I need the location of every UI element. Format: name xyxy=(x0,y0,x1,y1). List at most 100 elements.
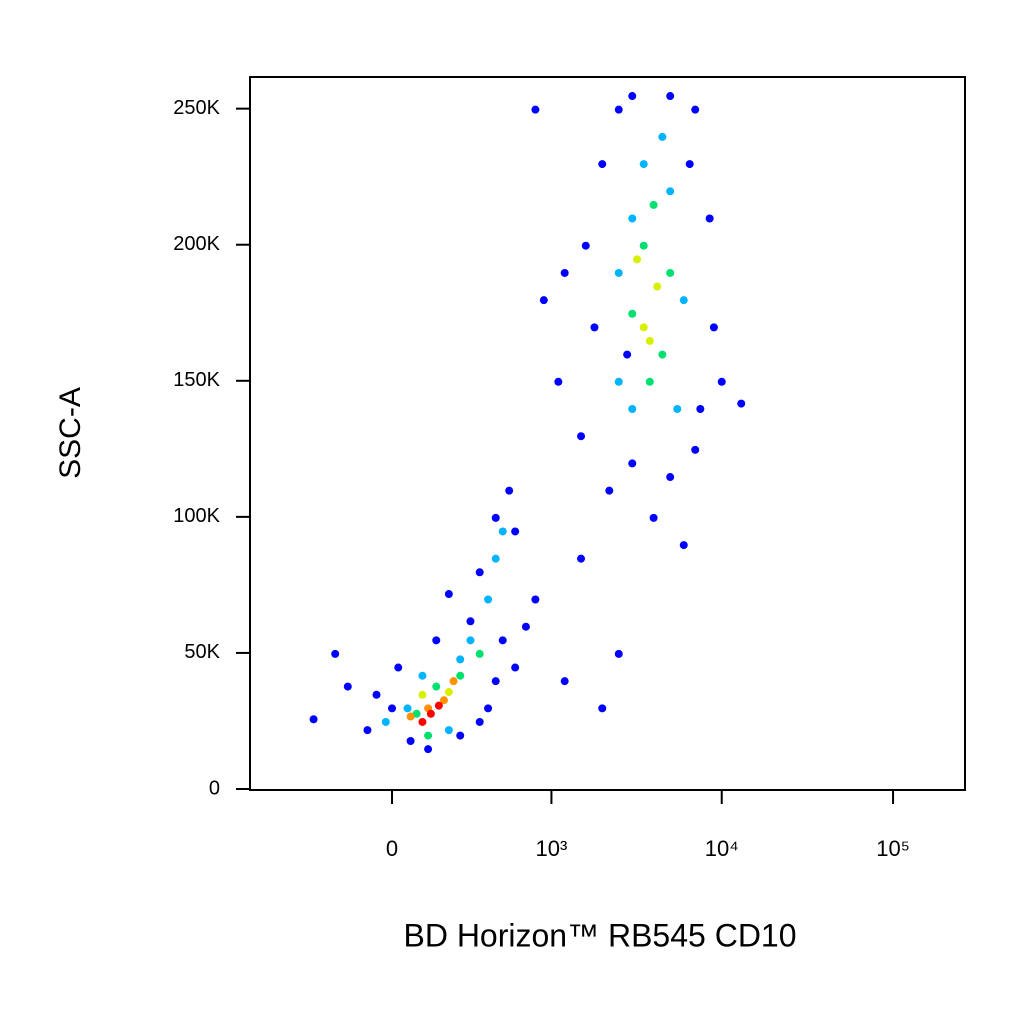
point xyxy=(449,677,458,686)
point xyxy=(639,241,648,250)
x-tick-label: 10⁴ xyxy=(705,836,739,861)
point xyxy=(628,459,637,468)
point xyxy=(717,377,726,386)
point xyxy=(456,731,465,740)
point xyxy=(590,323,599,332)
point xyxy=(685,160,694,169)
point xyxy=(614,268,623,277)
point xyxy=(696,405,705,414)
point xyxy=(372,690,381,699)
point xyxy=(679,296,688,305)
point xyxy=(434,701,443,710)
point xyxy=(531,105,540,114)
point xyxy=(639,160,648,169)
point xyxy=(539,296,548,305)
point xyxy=(645,336,654,345)
point xyxy=(444,688,453,697)
point xyxy=(491,677,500,686)
point xyxy=(649,200,658,209)
point xyxy=(614,649,623,658)
point xyxy=(418,690,427,699)
point xyxy=(412,709,421,718)
plot-frame xyxy=(249,76,966,791)
point xyxy=(639,323,648,332)
point xyxy=(691,445,700,454)
point xyxy=(577,432,586,441)
point xyxy=(498,636,507,645)
point xyxy=(673,405,682,414)
point xyxy=(466,617,475,626)
x-tick-label: 10⁵ xyxy=(876,836,910,861)
y-tick-label: 250K xyxy=(173,97,220,119)
point xyxy=(466,636,475,645)
point xyxy=(491,554,500,563)
point xyxy=(403,704,412,713)
point xyxy=(388,704,397,713)
x-tick-label: 10³ xyxy=(536,836,568,861)
point xyxy=(649,513,658,522)
point xyxy=(628,309,637,318)
point xyxy=(666,92,675,101)
point xyxy=(498,527,507,536)
point xyxy=(491,513,500,522)
point xyxy=(456,671,465,680)
point xyxy=(343,682,352,691)
point xyxy=(484,595,493,604)
point xyxy=(406,737,415,746)
point xyxy=(691,105,700,114)
point xyxy=(666,473,675,482)
point xyxy=(666,187,675,196)
point xyxy=(381,717,390,726)
y-tick-label: 200K xyxy=(173,233,220,255)
point xyxy=(475,717,484,726)
point xyxy=(614,377,623,386)
point xyxy=(418,671,427,680)
point xyxy=(456,655,465,664)
point xyxy=(628,214,637,223)
point xyxy=(633,255,642,264)
point xyxy=(331,649,340,658)
point xyxy=(432,682,441,691)
point xyxy=(511,527,520,536)
y-tick-label: 150K xyxy=(173,369,220,391)
point xyxy=(444,590,453,599)
point xyxy=(605,486,614,495)
point xyxy=(475,568,484,577)
point xyxy=(439,696,448,705)
point xyxy=(554,377,563,386)
x-axis-label: BD Horizon™ RB545 CD10 xyxy=(403,917,796,953)
point xyxy=(577,554,586,563)
point xyxy=(560,268,569,277)
point xyxy=(432,636,441,645)
point xyxy=(424,731,433,740)
point xyxy=(679,541,688,550)
y-tick-label: 50K xyxy=(184,641,220,663)
point xyxy=(614,105,623,114)
y-tick-label: 100K xyxy=(173,505,220,527)
point xyxy=(628,92,637,101)
point xyxy=(444,726,453,735)
point xyxy=(426,709,435,718)
point xyxy=(418,717,427,726)
point xyxy=(560,677,569,686)
x-tick-label: 0 xyxy=(386,836,398,861)
point xyxy=(505,486,514,495)
point xyxy=(531,595,540,604)
point xyxy=(406,712,415,721)
point xyxy=(484,704,493,713)
point xyxy=(709,323,718,332)
point xyxy=(309,715,318,724)
point xyxy=(363,726,372,735)
point xyxy=(521,622,530,631)
point xyxy=(424,745,433,754)
point xyxy=(658,350,667,359)
point xyxy=(511,663,520,672)
point xyxy=(475,649,484,658)
point xyxy=(737,399,746,408)
point xyxy=(598,160,607,169)
y-axis-label: SSC-A xyxy=(54,387,87,479)
point xyxy=(628,405,637,414)
point xyxy=(666,268,675,277)
